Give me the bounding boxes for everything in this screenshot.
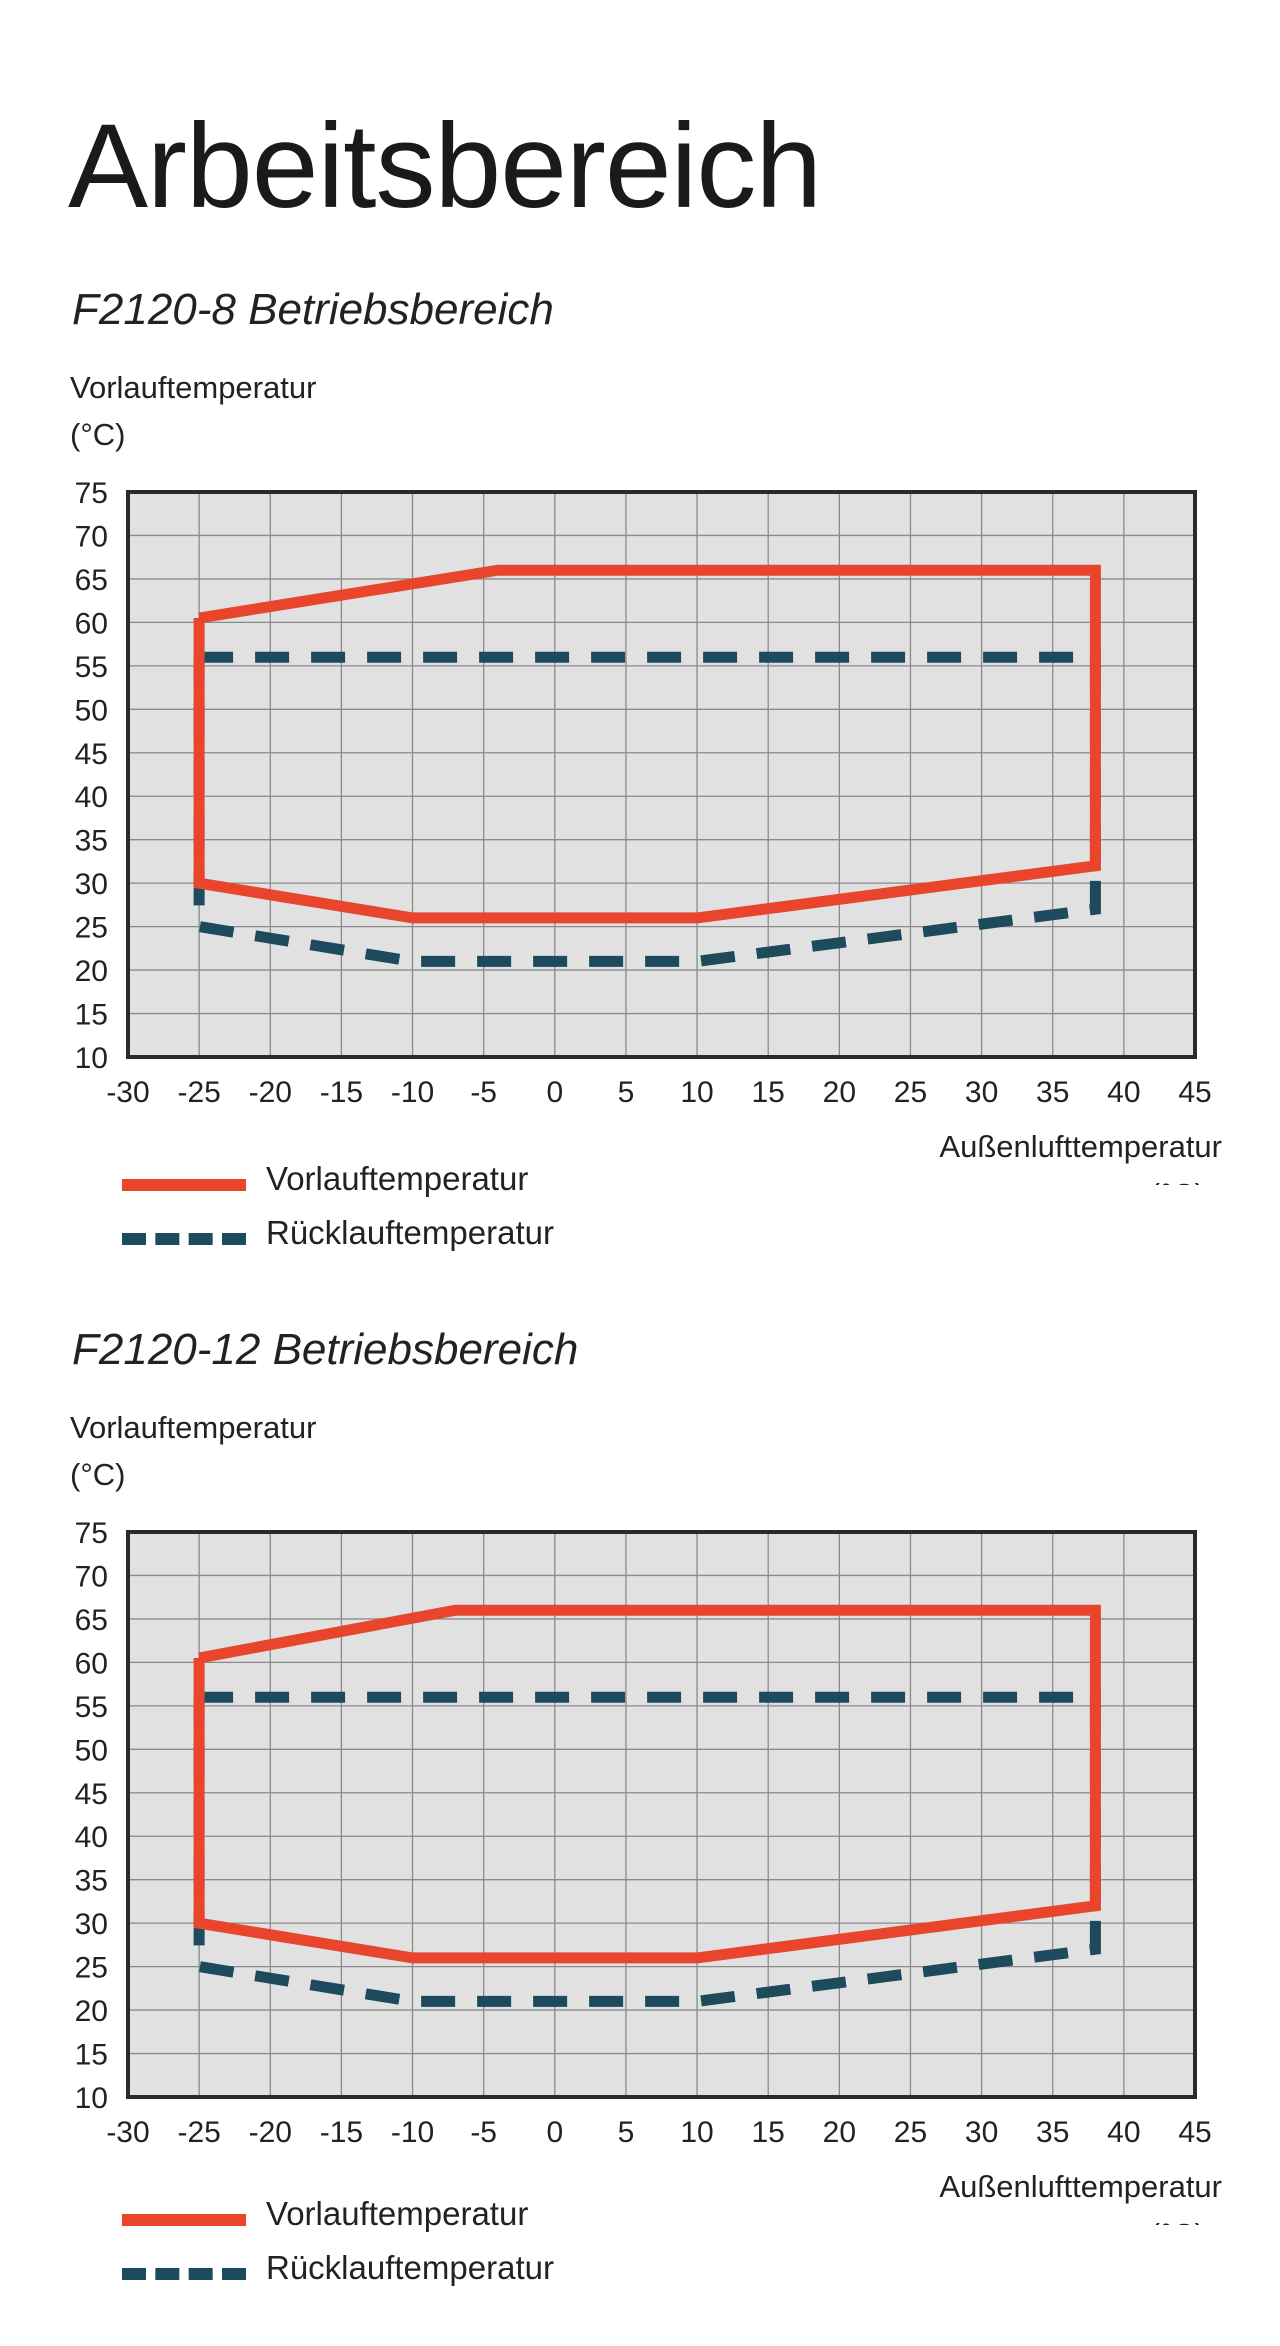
plot-area (128, 492, 1195, 1057)
legend-item-vorlauftemperatur: Vorlauftemperatur (122, 1160, 722, 1200)
y-axis-unit: (°C) (70, 1457, 125, 1492)
y-tick-label: 75 (75, 1517, 108, 1550)
x-tick-label: -20 (249, 1076, 292, 1109)
chart-title: F2120-8 Betriebsbereich (72, 285, 554, 334)
y-axis-label: Vorlauftemperatur (70, 370, 316, 405)
x-tick-label: -10 (391, 1076, 434, 1109)
x-tick-label: 15 (752, 2116, 785, 2149)
x-tick-label: -25 (177, 1076, 220, 1109)
x-tick-label: 45 (1178, 2116, 1211, 2149)
legend-swatch-solid (122, 1179, 246, 1191)
chart-f2120-8: F2120-8 Betriebsbereich Vorlauftemperatu… (0, 285, 1280, 1285)
x-tick-label: 40 (1107, 1076, 1140, 1109)
legend-label: Vorlauftemperatur (266, 1160, 529, 1197)
x-tick-label: -25 (177, 2116, 220, 2149)
y-axis-unit: (°C) (70, 417, 125, 452)
x-tick-label: 30 (965, 2116, 998, 2149)
series-line-vorlauftemperatur (193, 564, 1101, 924)
y-tick-label: 40 (75, 781, 108, 814)
y-tick-label: 75 (75, 477, 108, 510)
y-tick-label: 45 (75, 738, 108, 771)
y-tick-label: 50 (75, 1734, 108, 1767)
x-tick-label: 45 (1178, 1076, 1211, 1109)
y-tick-label: 10 (75, 2082, 108, 2115)
y-tick-label: 25 (75, 1952, 108, 1985)
plot-frame (126, 490, 1197, 1059)
y-tick-label: 55 (75, 1691, 108, 1724)
x-axis-unit: (°C) (1150, 2217, 1205, 2225)
y-tick-label: 30 (75, 868, 108, 901)
x-tick-label: 15 (752, 1076, 785, 1109)
y-tick-label: 65 (75, 1604, 108, 1637)
y-tick-label: 10 (75, 1042, 108, 1075)
x-tick-label: 20 (823, 1076, 856, 1109)
y-tick-label: 15 (75, 2039, 108, 2072)
chart-plot: Vorlauftemperatur(°C)1015202530354045505… (70, 1410, 1222, 2225)
x-tick-label: -30 (106, 2116, 149, 2149)
y-tick-label: 35 (75, 1865, 108, 1898)
x-tick-label: -20 (249, 2116, 292, 2149)
y-tick-label: 40 (75, 1821, 108, 1854)
legend-label: Rücklauftemperatur (266, 2249, 554, 2286)
legend-swatch-solid (122, 2214, 246, 2226)
chart-title: F2120-12 Betriebsbereich (72, 1325, 579, 1374)
plot-frame (126, 1530, 1197, 2099)
x-tick-label: 10 (680, 2116, 713, 2149)
x-axis-label: Außenlufttemperatur (939, 2169, 1222, 2204)
y-tick-label: 50 (75, 694, 108, 727)
x-tick-label: 25 (894, 1076, 927, 1109)
y-tick-label: 20 (75, 1995, 108, 2028)
x-tick-label: 0 (546, 1076, 563, 1109)
y-tick-label: 55 (75, 651, 108, 684)
chart-plot: Vorlauftemperatur(°C)1015202530354045505… (70, 370, 1222, 1185)
x-tick-label: -10 (391, 2116, 434, 2149)
series-line-vorlauftemperatur (193, 1604, 1101, 1964)
chart-f2120-12: F2120-12 Betriebsbereich Vorlauftemperat… (0, 1325, 1280, 2325)
x-tick-label: 35 (1036, 2116, 1069, 2149)
x-tick-label: 10 (680, 1076, 713, 1109)
x-tick-label: 0 (546, 2116, 563, 2149)
legend-item-vorlauftemperatur: Vorlauftemperatur (122, 2195, 722, 2235)
legend-label: Vorlauftemperatur (266, 2195, 529, 2232)
legend-item-ruecklauftemperatur: Rücklauftemperatur (122, 2249, 722, 2289)
x-axis-unit: (°C) (1150, 1177, 1205, 1185)
x-tick-label: 35 (1036, 1076, 1069, 1109)
y-tick-label: 15 (75, 999, 108, 1032)
x-tick-label: 25 (894, 2116, 927, 2149)
legend-item-ruecklauftemperatur: Rücklauftemperatur (122, 1214, 722, 1254)
x-axis-label: Außenlufttemperatur (939, 1129, 1222, 1164)
y-tick-label: 20 (75, 955, 108, 988)
y-tick-label: 45 (75, 1778, 108, 1811)
x-tick-label: -15 (320, 2116, 363, 2149)
x-tick-label: 40 (1107, 2116, 1140, 2149)
legend-label: Rücklauftemperatur (266, 1214, 554, 1251)
y-tick-label: 65 (75, 564, 108, 597)
x-tick-label: -5 (470, 1076, 497, 1109)
y-tick-label: 30 (75, 1908, 108, 1941)
y-axis-label: Vorlauftemperatur (70, 1410, 316, 1445)
legend-swatch-dashed (122, 1233, 246, 1245)
plot-area (128, 1532, 1195, 2097)
y-tick-label: 70 (75, 1560, 108, 1593)
x-tick-label: 30 (965, 1076, 998, 1109)
x-tick-label: 5 (618, 2116, 635, 2149)
legend-swatch-dashed (122, 2268, 246, 2280)
x-tick-label: -15 (320, 1076, 363, 1109)
x-tick-label: 20 (823, 2116, 856, 2149)
x-tick-label: -30 (106, 1076, 149, 1109)
x-tick-label: 5 (618, 1076, 635, 1109)
y-tick-label: 60 (75, 607, 108, 640)
x-tick-label: -5 (470, 2116, 497, 2149)
y-tick-label: 60 (75, 1647, 108, 1680)
page-title: Arbeitsbereich (68, 99, 822, 233)
y-tick-label: 70 (75, 520, 108, 553)
y-tick-label: 25 (75, 912, 108, 945)
y-tick-label: 35 (75, 825, 108, 858)
